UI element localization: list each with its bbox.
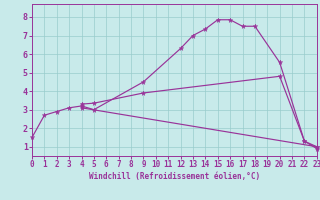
X-axis label: Windchill (Refroidissement éolien,°C): Windchill (Refroidissement éolien,°C) — [89, 172, 260, 181]
